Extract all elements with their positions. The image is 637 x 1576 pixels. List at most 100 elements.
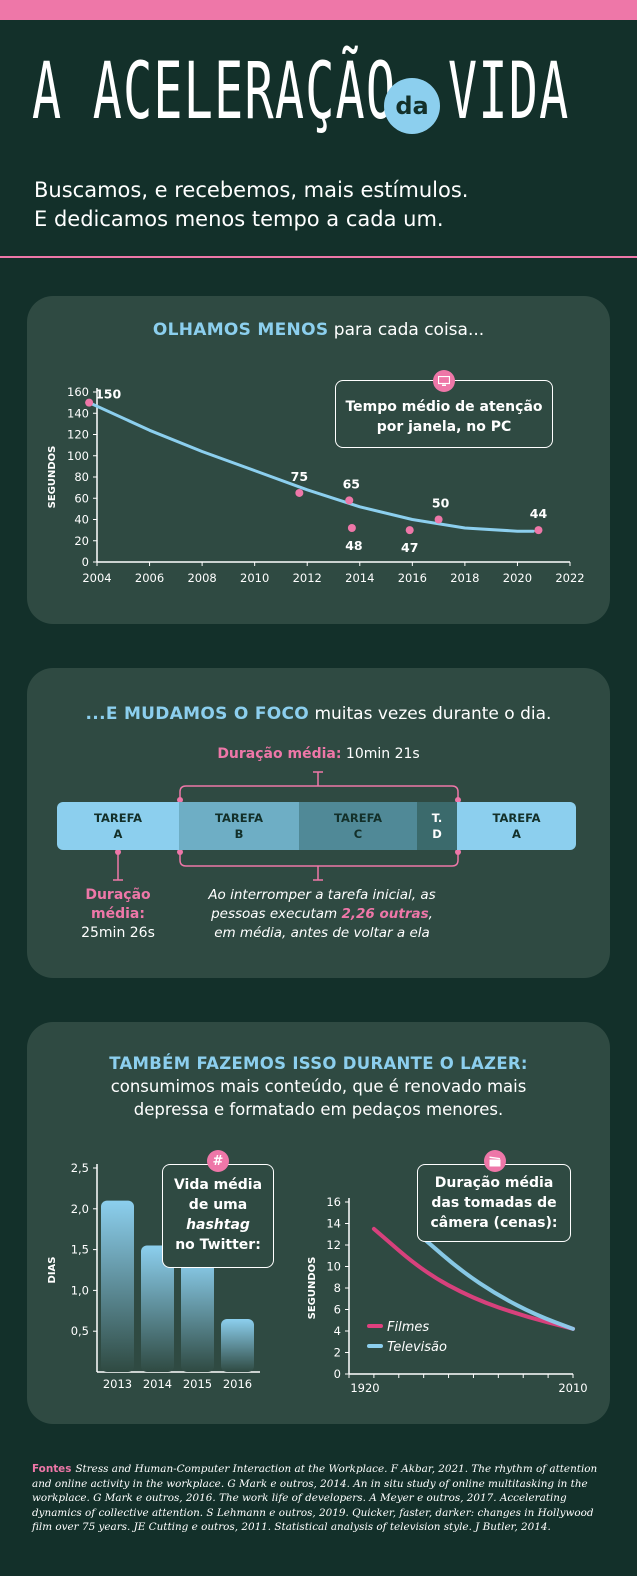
hashtag-y-tick-label: 1,5	[71, 1243, 89, 1257]
attention-trend-line	[87, 401, 535, 533]
note-line-2: pessoas executam 2,26 outras,	[177, 905, 467, 924]
task-c-label: TAREFA	[334, 811, 382, 825]
attention-point	[345, 496, 354, 505]
attention-callout-line-2: por janela, no PC	[376, 419, 512, 435]
task-a-end-label: TAREFA	[492, 811, 541, 825]
attention-title-rest: para cada coisa...	[333, 320, 485, 340]
attention-x-tick-label: 2018	[450, 571, 479, 585]
hashtag-callout: Vida média de uma hashtag no Twitter:	[162, 1164, 274, 1268]
attention-callout-line-1: Tempo médio de atenção	[345, 399, 543, 415]
leisure-panel: TAMBÉM FAZEMOS ISSO DURANTE O LAZER: con…	[27, 1022, 610, 1424]
focus-panel-title: ...E MUDAMOS O FOCO muitas vezes durante…	[27, 702, 610, 726]
leisure-title-highlight: TAMBÉM FAZEMOS ISSO DURANTE O LAZER:	[109, 1054, 528, 1073]
attention-chart: 0 20 40 60 80 100 120 140 160 2004 2006 2008 2010 201…	[47, 385, 585, 585]
subtitle-line-1: Buscamos, e recebemos, mais estímulos.	[34, 178, 469, 202]
focus-title-rest: muitas vezes durante o dia.	[314, 704, 552, 724]
subtitle-line-2: E dedicamos menos tempo a cada um.	[34, 207, 444, 231]
attention-point	[405, 526, 414, 535]
attention-y-tick-label: 140	[67, 406, 89, 420]
sources-block: Fontes Stress and Human-Computer Interact…	[32, 1462, 612, 1535]
attention-panel-title: OLHAMOS MENOS para cada coisa...	[27, 318, 610, 342]
attention-point-label: 150	[95, 387, 121, 402]
hashtag-bar	[221, 1318, 254, 1372]
page-subtitle: Buscamos, e recebemos, mais estímulos. E…	[34, 176, 594, 234]
hashtag-bar	[101, 1200, 134, 1372]
note-line-2-start: pessoas executam	[211, 906, 342, 922]
attention-y-tick-label: 120	[67, 428, 89, 442]
attention-y-tick-label: 100	[67, 449, 89, 463]
attention-point	[85, 398, 94, 407]
top-accent-bar	[0, 0, 637, 20]
title-part-a: A ACELERAÇÃO	[32, 47, 397, 137]
task-c-letter: C	[353, 827, 363, 841]
attention-point-label: 48	[345, 538, 362, 553]
hashtag-x-tick-label: 2015	[183, 1377, 212, 1391]
attention-x-tick-label: 2006	[135, 571, 164, 585]
attention-point	[434, 515, 443, 524]
shot-x-tick-label: 1920	[350, 1381, 379, 1395]
note-highlight: 2,26 outras	[341, 906, 429, 922]
note-comma: ,	[428, 906, 433, 922]
leisure-title-line-3: depressa e formatado em pedaços menores.	[133, 1100, 504, 1119]
shot-y-axis-label: SEGUNDOS	[307, 1257, 318, 1320]
attention-x-tick-label: 2014	[345, 571, 374, 585]
attention-x-tick-label: 2016	[398, 571, 427, 585]
shot-y-tick-label: 8	[334, 1281, 341, 1295]
hashtag-x-tick-label: 2016	[223, 1377, 252, 1391]
attention-title-highlight: OLHAMOS MENOS	[152, 320, 329, 340]
attention-point	[295, 488, 304, 497]
attention-point	[534, 526, 543, 535]
attention-x-tick-label: 2012	[293, 571, 322, 585]
hashtag-y-tick-label: 2,0	[71, 1202, 89, 1216]
hashtag-callout-line-1: Vida média	[173, 1177, 263, 1193]
shot-callout-line-3: câmera (cenas):	[430, 1215, 558, 1231]
attention-y-tick-label: 80	[74, 470, 89, 484]
hashtag-icon: #	[207, 1150, 229, 1172]
attention-point-label: 65	[343, 476, 360, 491]
header-divider	[0, 256, 637, 258]
task-b: TAREFA B	[179, 802, 299, 850]
shot-y-tick-label: 12	[326, 1238, 341, 1252]
switch-duration-bold: Duração média:	[217, 746, 342, 762]
hashtag-x-tick-label: 2013	[103, 1377, 132, 1391]
shot-series-line	[371, 1226, 575, 1331]
attention-point-label: 47	[401, 540, 418, 555]
hashtag-x-tick-label: 2014	[143, 1377, 172, 1391]
attention-point	[347, 524, 356, 532]
task-a-start: TAREFA A	[57, 802, 179, 850]
task-duration-label: Duração média: 25min 26s	[61, 886, 175, 943]
task-d-label: T.	[431, 811, 443, 825]
switch-duration-label: Duração média: 10min 21s	[27, 746, 610, 762]
title-part-b: VIDA	[448, 47, 570, 137]
shot-y-tick-label: 2	[334, 1346, 341, 1360]
attention-x-tick-label: 2020	[503, 571, 532, 585]
leisure-title-line-2: consumimos mais conteúdo, que é renovado…	[110, 1077, 527, 1096]
hashtag-callout-line-4: no Twitter:	[175, 1237, 261, 1253]
attention-panel: OLHAMOS MENOS para cada coisa... 0 20 40 60…	[27, 296, 610, 624]
sources-label: Fontes	[32, 1463, 72, 1475]
shot-y-tick-label: 10	[326, 1260, 341, 1274]
task-a-start-letter: A	[113, 827, 123, 841]
hashtag-bar	[141, 1245, 174, 1372]
shot-y-tick-label: 16	[326, 1195, 341, 1209]
focus-brackets	[113, 771, 461, 881]
interruption-note: Ao interromper a tarefa inicial, as pess…	[177, 886, 467, 943]
hashtag-callout-line-3: hashtag	[186, 1217, 250, 1233]
attention-y-tick-label: 160	[67, 385, 89, 399]
attention-x-tick-label: 2010	[240, 571, 269, 585]
shot-callout-line-1: Duração média	[434, 1175, 554, 1191]
shot-length-chart: 0 2 4 6 8 10 12 14 16 1920 2010 SEGUNDOS Filmes Telev…	[307, 1195, 588, 1395]
shot-legend-label: Filmes	[387, 1320, 429, 1335]
switch-duration-value: 10min 21s	[345, 746, 420, 762]
hashtag-y-tick-label: 2,5	[71, 1161, 89, 1175]
page-title: A ACELERAÇÃO	[32, 44, 620, 154]
attention-y-tick-label: 0	[82, 555, 89, 569]
clapperboard-icon	[484, 1150, 506, 1172]
task-duration-line-2: média:	[91, 906, 145, 922]
leisure-panel-title: TAMBÉM FAZEMOS ISSO DURANTE O LAZER: con…	[27, 1052, 610, 1121]
title-da-badge: da	[384, 78, 440, 134]
shot-legend-label: Televisão	[387, 1340, 447, 1355]
hashtag-chart: 0,5 1,0 1,5 2,0 2,5 DIAS 2013 2014 2015 2016	[47, 1161, 260, 1391]
attention-y-tick-label: 20	[74, 534, 89, 548]
task-bar: TAREFA A TAREFA B TAREFA C T. D TAREFA A	[57, 802, 576, 850]
